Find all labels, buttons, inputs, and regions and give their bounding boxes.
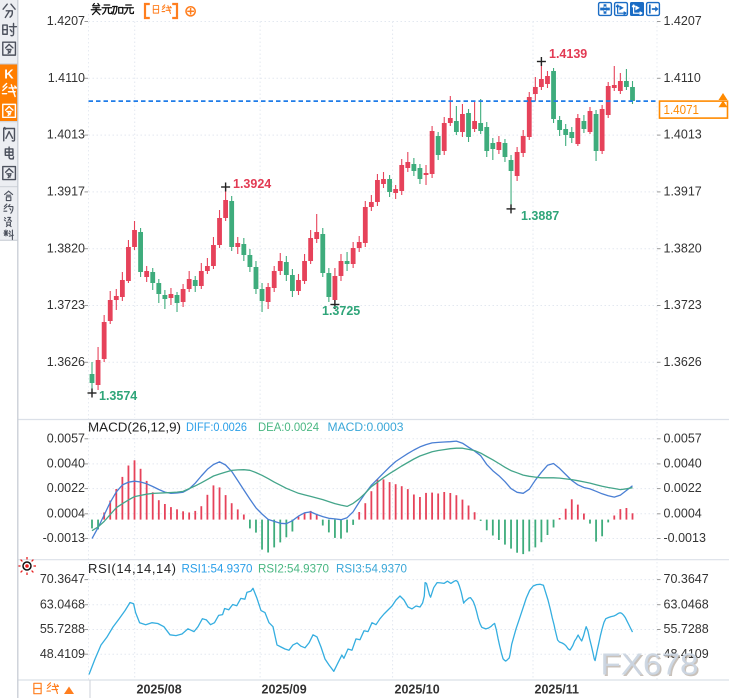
- svg-text:2025/08: 2025/08: [137, 683, 182, 697]
- svg-text:0.0057: 0.0057: [47, 431, 85, 445]
- svg-text:70.3647: 70.3647: [40, 572, 85, 586]
- svg-text:RSI1:54.9370: RSI1:54.9370: [182, 564, 253, 576]
- svg-text:63.0468: 63.0468: [40, 597, 85, 611]
- svg-text:RSI3:54.9370: RSI3:54.9370: [336, 564, 407, 576]
- svg-text:0.0004: 0.0004: [47, 506, 85, 520]
- svg-text:63.0468: 63.0468: [664, 597, 709, 611]
- svg-text:1.3626: 1.3626: [664, 355, 702, 369]
- svg-text:1.3626: 1.3626: [47, 355, 85, 369]
- svg-text:1.4071: 1.4071: [664, 103, 700, 117]
- svg-text:1.3820: 1.3820: [664, 241, 702, 255]
- svg-text:2025/09: 2025/09: [262, 683, 307, 697]
- svg-text:1.4110: 1.4110: [48, 71, 85, 85]
- svg-text:1.3820: 1.3820: [47, 241, 85, 255]
- svg-text:K: K: [4, 67, 14, 82]
- svg-text:1.3887: 1.3887: [521, 209, 559, 223]
- svg-text:1.3574: 1.3574: [99, 389, 137, 403]
- svg-text:1.3723: 1.3723: [47, 298, 85, 312]
- svg-text:2025/11: 2025/11: [535, 683, 580, 697]
- svg-text:1.3924: 1.3924: [233, 177, 271, 191]
- svg-text:0.0022: 0.0022: [664, 481, 702, 495]
- svg-text:MACD(26,12,9): MACD(26,12,9): [88, 420, 181, 435]
- svg-text:-0.0013: -0.0013: [43, 531, 85, 545]
- svg-text:1.4013: 1.4013: [47, 128, 85, 142]
- svg-text:48.4109: 48.4109: [40, 647, 85, 661]
- svg-text:0.0022: 0.0022: [47, 481, 85, 495]
- svg-text:0.0057: 0.0057: [664, 431, 702, 445]
- svg-text:DEA:0.0024: DEA:0.0024: [258, 422, 320, 434]
- svg-text:1.4207: 1.4207: [47, 14, 85, 28]
- svg-text:1.4139: 1.4139: [549, 47, 587, 61]
- svg-text:1.4110: 1.4110: [664, 71, 701, 85]
- svg-text:0.0040: 0.0040: [47, 456, 85, 470]
- svg-text:1.3917: 1.3917: [664, 184, 702, 198]
- svg-text:70.3647: 70.3647: [664, 572, 709, 586]
- svg-text:55.7288: 55.7288: [664, 622, 709, 636]
- svg-text:-0.0013: -0.0013: [664, 531, 706, 545]
- svg-text:RSI2:54.9370: RSI2:54.9370: [258, 564, 329, 576]
- svg-text:RSI(14,14,14): RSI(14,14,14): [88, 561, 176, 576]
- svg-text:0.0004: 0.0004: [664, 506, 702, 520]
- svg-text:FX678: FX678: [601, 647, 699, 682]
- svg-text:55.7288: 55.7288: [40, 622, 85, 636]
- svg-text:1.4013: 1.4013: [664, 128, 702, 142]
- svg-text:FX678: FX678: [602, 648, 700, 683]
- svg-text:48.4109: 48.4109: [664, 647, 709, 661]
- svg-text:DIFF:0.0026: DIFF:0.0026: [186, 422, 247, 434]
- svg-text:1.3723: 1.3723: [664, 298, 702, 312]
- svg-text:1.3725: 1.3725: [322, 304, 360, 318]
- svg-text:1.4207: 1.4207: [664, 14, 702, 28]
- svg-text:0.0040: 0.0040: [664, 456, 702, 470]
- svg-text:2025/10: 2025/10: [395, 683, 440, 697]
- svg-text:1.3917: 1.3917: [47, 184, 85, 198]
- svg-text:MACD:0.0003: MACD:0.0003: [328, 422, 404, 434]
